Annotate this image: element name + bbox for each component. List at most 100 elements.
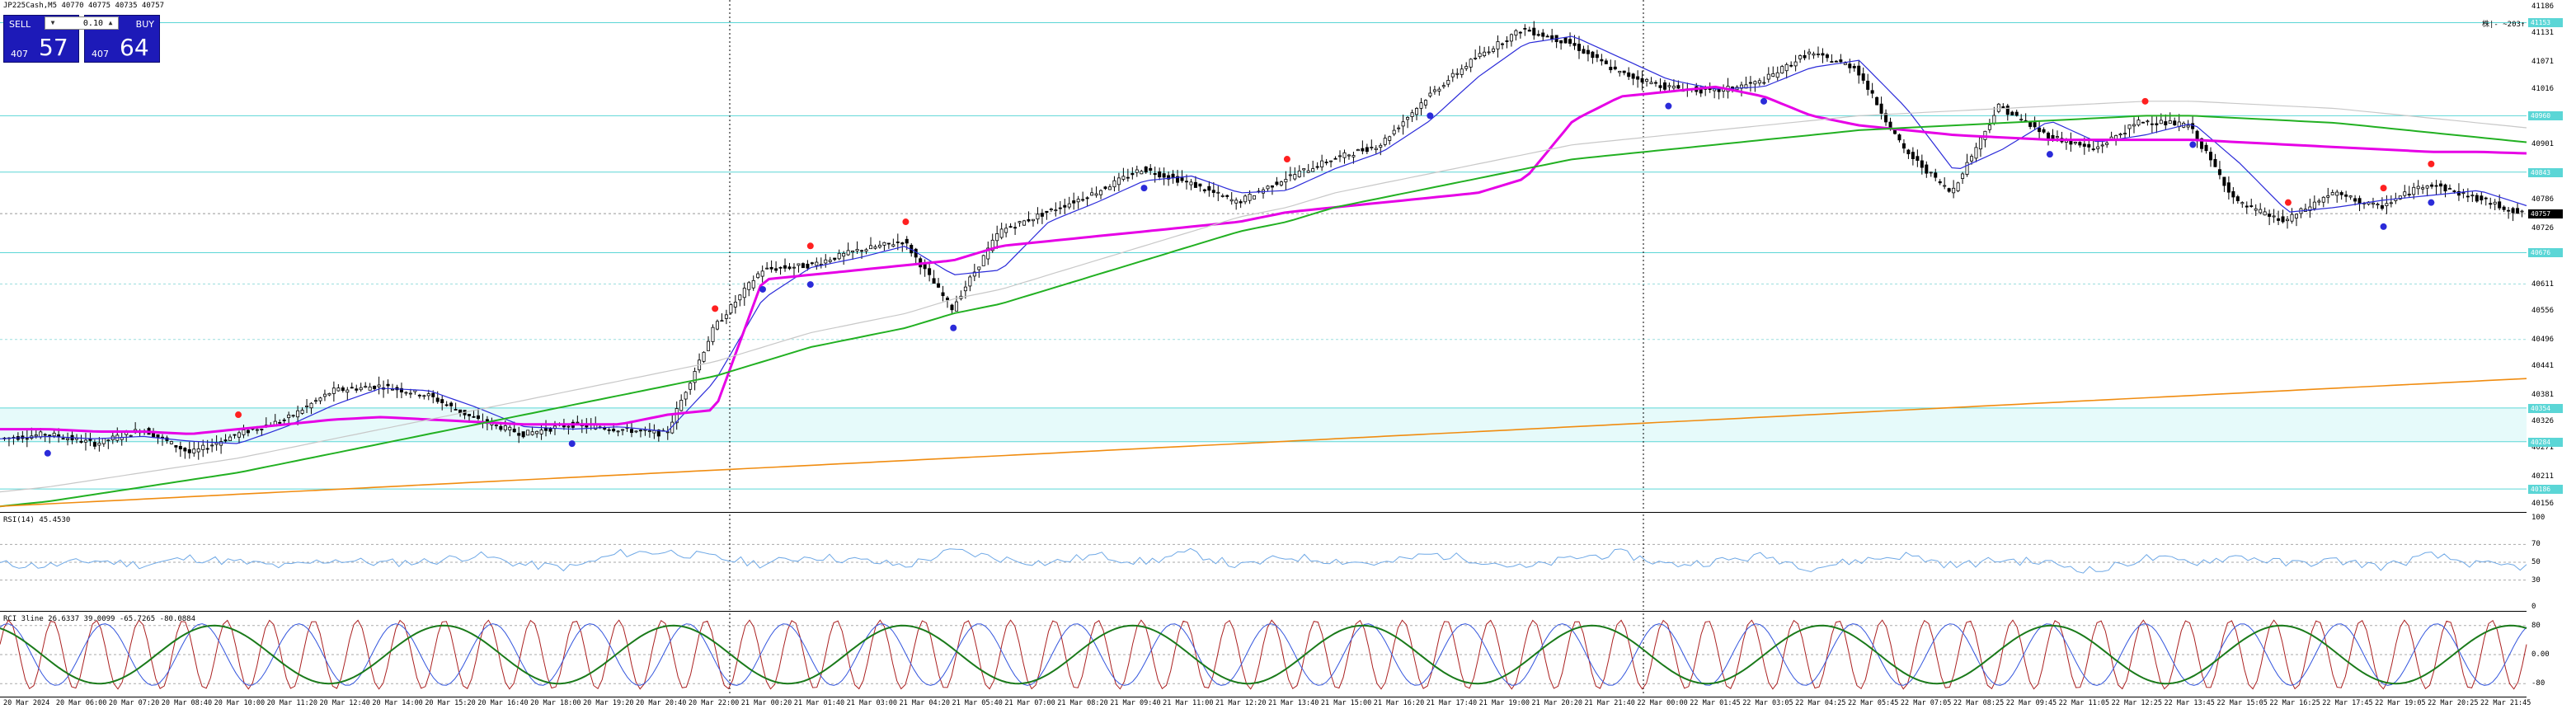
candle-body [1329,160,1333,162]
candle-body [322,393,327,397]
candle-body [801,263,805,269]
candle-body [1094,193,1098,196]
candle-body [2502,206,2506,210]
candle-body [228,436,233,441]
candle-body [819,263,823,265]
candle-body [1897,134,1901,141]
rci-long-line [0,624,2527,685]
candle-body [2141,121,2145,124]
candle-body [1916,156,1920,161]
candle-body [192,448,196,453]
candle-body [833,257,837,261]
candle-body [2452,190,2456,192]
lot-size-box: ▼ ▲ [45,16,119,30]
candle-body [2286,218,2290,222]
candle-body [1140,171,1144,175]
candle-body [391,388,395,391]
candle-body [1338,155,1342,157]
lot-increase-icon[interactable]: ▲ [108,19,113,26]
candle-body [1559,40,1563,44]
candle-body [1500,43,1504,45]
candle-body [1839,59,1843,63]
candle-body [2014,111,2019,116]
candle-body [1306,170,1310,173]
gray-ma-line [0,101,2527,493]
candle-body [797,263,801,266]
candle-body [1586,49,1590,54]
candle-body [1333,157,1337,160]
candle-body [2168,120,2172,124]
candle-body [747,282,751,290]
candle-body [2335,191,2339,196]
candle-body [508,426,512,430]
candle-body [846,250,850,256]
candle-body [346,389,350,393]
candle-body [1492,48,1496,52]
time-axis-label: 22 Mar 05:45 [1848,699,1899,707]
candle-body [2005,106,2010,115]
candle-body [711,326,715,342]
candle-body [665,431,670,434]
candle-body [2447,188,2451,190]
time-axis-label: 21 Mar 13:40 [1267,699,1319,707]
candle-body [2254,208,2258,211]
candle-body [1798,55,1803,59]
time-axis-label: 20 Mar 08:40 [161,699,213,707]
candle-body [1131,172,1135,176]
lot-size-input[interactable] [60,17,103,29]
price-axis-label: 40381 [2531,391,2555,400]
candle-body [2357,198,2362,204]
price-chart-canvas[interactable] [0,0,2576,513]
candle-body [2200,138,2204,149]
candle-body [278,422,282,424]
lot-decrease-icon[interactable]: ▼ [50,19,55,26]
candle-body [1275,181,1279,185]
rsi-pane[interactable]: RSI(14) 45.4530 100 70 50 30 0 [0,514,2576,612]
candle-body [1374,148,1378,151]
candle-body [1784,63,1789,72]
candle-body [1577,44,1582,51]
candle-body [1239,201,1243,204]
time-axis-label: 22 Mar 13:45 [2164,699,2215,707]
candle-body [2389,202,2393,204]
candle-body [1266,185,1270,190]
candle-body [219,441,223,446]
candle-body [377,384,381,387]
candle-body [2425,185,2429,189]
candle-body [2480,195,2484,200]
signal-dot [2380,223,2387,230]
candle-body [1144,167,1148,173]
candle-body [1279,181,1283,185]
candle-body [2186,124,2190,128]
candle-body [1591,51,1595,59]
candle-body [1189,181,1193,185]
candle-body [756,273,760,279]
green-ma-line [0,115,2527,508]
candle-body [2231,190,2235,198]
candle-body [1076,199,1080,203]
candle-body [783,265,787,269]
candle-body [2398,195,2402,200]
rci-pane[interactable]: RCI 3line 26.6337 39.0099 -65.7265 -80.0… [0,613,2576,697]
buy-label: BUY [135,19,154,30]
time-axis-label: 20 Mar 14:00 [372,699,423,707]
candle-body [954,301,958,312]
candle-body [43,434,47,436]
candle-body [2114,134,2118,140]
candle-body [2155,123,2159,125]
candle-body [1518,31,1522,34]
price-axis-label: 40786 [2531,195,2555,204]
candle-body [2290,214,2294,222]
main-chart-pane[interactable]: JP225Cash,M5 40770 40775 40735 40757 SEL… [0,0,2576,513]
candle-body [2439,183,2443,187]
candle-body [503,425,507,430]
time-axis-label: 21 Mar 09:40 [1110,699,1161,707]
candle-body [2308,206,2312,211]
price-axis-label: 40156 [2531,499,2555,508]
candle-body [1063,204,1067,208]
candle-body [950,304,954,311]
price-level-tag: 40284 [2528,437,2563,447]
candle-body [689,383,693,390]
time-axis-label: 20 Mar 18:00 [530,699,581,707]
candle-body [106,439,110,442]
